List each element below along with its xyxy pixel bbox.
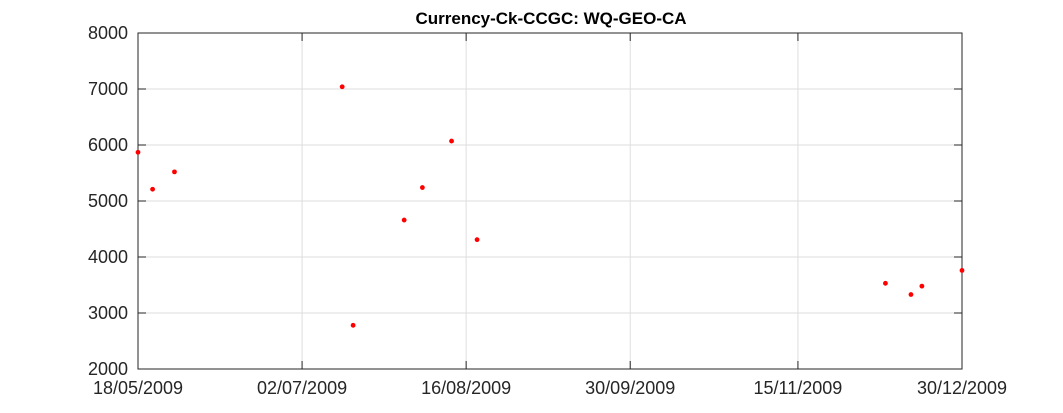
y-tick-label: 4000: [88, 247, 128, 267]
y-tick-label: 5000: [88, 191, 128, 211]
x-tick-label: 18/05/2009: [93, 378, 183, 398]
y-tick-label: 8000: [88, 23, 128, 43]
data-point: [883, 280, 888, 286]
data-point: [474, 237, 480, 243]
data-point: [172, 169, 177, 175]
data-point: [339, 84, 345, 90]
data-point: [350, 322, 356, 328]
x-tick-label: 02/07/2009: [257, 378, 347, 398]
data-points: [135, 84, 965, 328]
data-point: [908, 292, 914, 297]
y-tick-label: 7000: [88, 79, 128, 99]
data-point: [959, 268, 965, 273]
data-point: [449, 138, 454, 144]
y-tick-label: 2000: [88, 359, 128, 379]
data-point: [135, 149, 141, 155]
chart-title: Currency-Ck-CCGC: WQ-GEO-CA: [415, 9, 686, 28]
x-tick-label: 30/09/2009: [585, 378, 675, 398]
data-point: [919, 283, 925, 289]
x-tick-label: 15/11/2009: [754, 378, 843, 398]
x-tick-label: 16/08/2009: [421, 378, 511, 398]
data-point: [401, 217, 407, 223]
data-point: [150, 186, 155, 192]
x-tick-label: 30/12/2009: [917, 378, 1007, 398]
data-point: [419, 185, 425, 190]
y-tick-label: 3000: [88, 303, 128, 323]
y-tick-label: 6000: [88, 135, 128, 155]
tick-layer: 18/05/2009 02/07/2009 16/08/2009 30/09/2009…: [88, 23, 1007, 398]
